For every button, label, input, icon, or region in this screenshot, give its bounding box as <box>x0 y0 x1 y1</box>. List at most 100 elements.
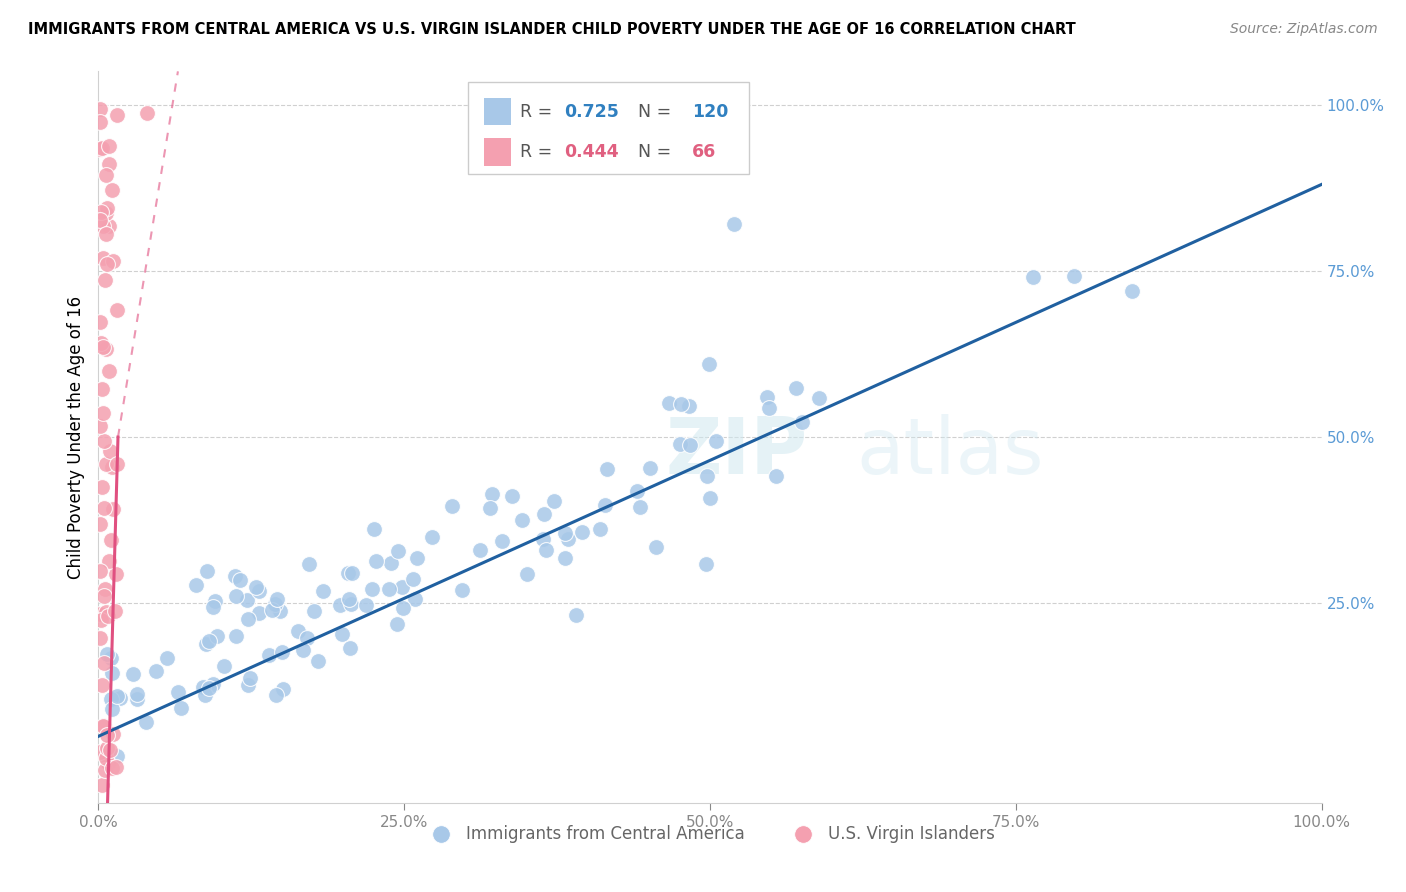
Point <box>94 458 117 472</box>
Point <box>91 219 114 233</box>
Point <box>658 395 681 409</box>
Point <box>101 183 124 197</box>
Point <box>723 217 745 231</box>
Text: R =: R = <box>520 143 558 161</box>
Point <box>271 681 294 696</box>
Point <box>245 581 267 595</box>
Point <box>89 419 111 434</box>
Point <box>89 631 111 645</box>
Point <box>669 397 692 411</box>
Point <box>89 607 111 621</box>
Point <box>89 516 111 531</box>
Point <box>266 591 288 606</box>
Point <box>89 315 111 329</box>
Point <box>93 582 115 596</box>
Point <box>93 590 115 604</box>
Text: atlas: atlas <box>856 414 1045 490</box>
Point <box>596 462 619 476</box>
Point <box>330 627 353 641</box>
Point <box>156 651 179 665</box>
Point <box>638 460 661 475</box>
Point <box>105 457 128 471</box>
Point <box>94 169 117 183</box>
Point <box>108 691 131 706</box>
Point <box>90 205 112 219</box>
Point <box>440 499 463 513</box>
Point <box>356 598 378 612</box>
Point <box>93 434 115 448</box>
Point <box>89 142 111 156</box>
Point <box>557 532 579 546</box>
Point <box>270 645 292 659</box>
Point <box>236 612 259 626</box>
Point <box>588 522 610 536</box>
Point <box>380 556 402 570</box>
Point <box>90 613 112 627</box>
Point <box>170 700 193 714</box>
Point <box>554 551 576 566</box>
Point <box>94 763 117 777</box>
Point <box>93 719 115 733</box>
Point <box>96 728 118 742</box>
Point <box>695 557 717 571</box>
Point <box>100 692 122 706</box>
Point <box>197 681 219 696</box>
Point <box>194 688 217 702</box>
Point <box>103 727 125 741</box>
Point <box>96 342 118 356</box>
Point <box>364 554 387 568</box>
Point <box>105 567 128 582</box>
Text: N =: N = <box>627 103 676 120</box>
Point <box>89 102 111 116</box>
Point <box>127 687 149 701</box>
Point <box>593 498 616 512</box>
Point <box>554 525 576 540</box>
Point <box>91 406 114 420</box>
Point <box>94 206 117 220</box>
Legend: Immigrants from Central America, U.S. Virgin Islanders: Immigrants from Central America, U.S. Vi… <box>418 818 1002 849</box>
Point <box>704 434 727 448</box>
Point <box>758 401 780 416</box>
Point <box>378 582 401 596</box>
Point <box>336 566 359 581</box>
Point <box>236 593 259 607</box>
Text: 66: 66 <box>692 143 716 161</box>
Point <box>91 251 114 265</box>
Point <box>97 609 120 624</box>
Point <box>195 564 218 578</box>
Point <box>89 115 111 129</box>
Point <box>96 201 118 215</box>
Point <box>501 489 523 503</box>
Point <box>145 665 167 679</box>
Point <box>105 690 128 704</box>
Point <box>97 219 120 233</box>
Point <box>91 340 114 354</box>
Point <box>90 141 112 155</box>
Point <box>1063 268 1085 283</box>
Point <box>468 543 491 558</box>
Text: 0.444: 0.444 <box>564 143 619 161</box>
Point <box>98 364 121 378</box>
Point <box>626 484 648 499</box>
Point <box>89 213 111 227</box>
Point <box>89 564 111 578</box>
Point <box>93 273 115 287</box>
Text: R =: R = <box>520 103 558 120</box>
Point <box>204 594 226 608</box>
Point <box>229 573 252 587</box>
Point <box>697 357 720 371</box>
Point <box>94 750 117 764</box>
Text: 120: 120 <box>692 103 728 120</box>
Point <box>391 580 413 594</box>
Point <box>197 633 219 648</box>
Text: Source: ZipAtlas.com: Source: ZipAtlas.com <box>1230 22 1378 37</box>
Point <box>699 491 721 505</box>
Point <box>94 605 117 619</box>
Point <box>105 108 128 122</box>
Point <box>259 648 281 662</box>
Bar <box>484 138 510 166</box>
Point <box>302 604 325 618</box>
Point <box>101 665 124 680</box>
Point <box>790 415 813 429</box>
Point <box>287 624 309 639</box>
